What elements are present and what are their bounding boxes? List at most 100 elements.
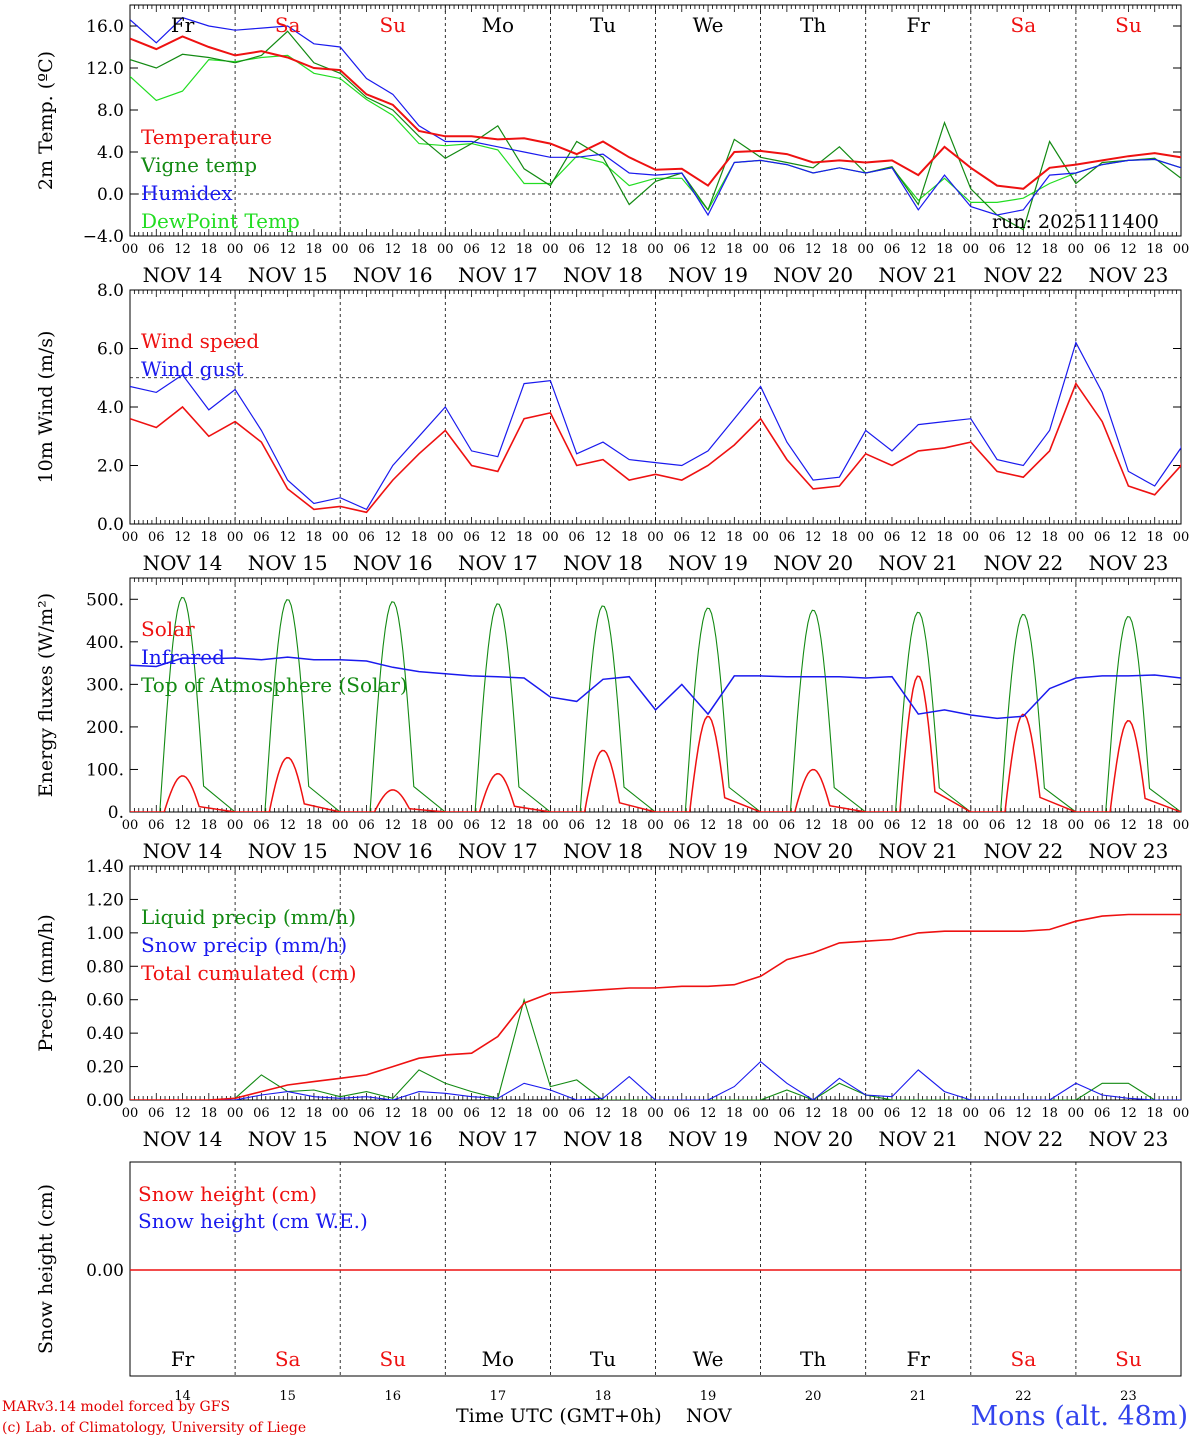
- hour-tick-label: 00: [542, 530, 559, 545]
- hour-tick-label: 00: [752, 242, 769, 257]
- date-label: NOV 16: [353, 1127, 433, 1151]
- hour-tick-label: 06: [148, 1106, 165, 1121]
- hour-tick-label: 06: [253, 1106, 270, 1121]
- day-name: Mo: [482, 13, 515, 37]
- date-label: NOV 22: [983, 551, 1063, 575]
- hour-tick-label: 00: [857, 1106, 874, 1121]
- hour-tick-label: 06: [884, 818, 901, 833]
- hour-tick-label: 18: [411, 818, 428, 833]
- hour-tick-label: 00: [1068, 530, 1085, 545]
- hour-tick-label: 12: [279, 1106, 296, 1121]
- precip-panel: 00 06 12 18 NOV 14 00 06 12 18 NOV 15 00 06 12 18 NOV …: [35, 857, 1190, 1151]
- date-label: NOV 19: [668, 839, 748, 863]
- hour-tick-label: 18: [621, 1106, 638, 1121]
- y-tick-label: 0.0: [97, 515, 124, 535]
- hour-tick-label: 06: [358, 242, 375, 257]
- day-name: Th: [800, 13, 826, 37]
- date-label: NOV 17: [458, 263, 538, 287]
- day-number: 15: [279, 1389, 296, 1404]
- series-line-temperature: [130, 35, 1181, 190]
- hour-tick-label: 06: [568, 818, 585, 833]
- hour-tick-label: 06: [568, 1106, 585, 1121]
- legend-entry: Infrared: [141, 645, 225, 669]
- y-tick-label: 4.0: [97, 143, 124, 163]
- hour-tick-label: 06: [989, 1106, 1006, 1121]
- hour-tick-label: 12: [910, 1106, 927, 1121]
- hour-tick-label: 00: [437, 818, 454, 833]
- day-name: Fr: [907, 13, 931, 37]
- hour-tick-label: 00: [122, 242, 139, 257]
- hour-tick-label: 06: [884, 242, 901, 257]
- legend-entry: Snow height (cm W.E.): [138, 1209, 368, 1233]
- legend-entry: Wind speed: [141, 329, 259, 353]
- hour-tick-label: 12: [1120, 530, 1137, 545]
- day-name: Fr: [171, 1347, 195, 1371]
- date-label: NOV 15: [248, 1127, 328, 1151]
- hour-tick-label: 18: [621, 530, 638, 545]
- hour-tick-label: 00: [963, 530, 980, 545]
- series-line-infrared: [130, 656, 1181, 720]
- legend-entry: Total cumulated (cm): [141, 961, 357, 985]
- hour-tick-label: 18: [1146, 818, 1163, 833]
- energy-flux-panel: 00 06 12 18 NOV 14 00 06 12 18 NOV 15 00 06 12 18 NOV …: [35, 577, 1189, 863]
- series-line-vigne-temp: [130, 30, 1181, 231]
- hour-tick-label: 06: [779, 530, 796, 545]
- date-label: NOV 23: [1089, 1127, 1169, 1151]
- hour-tick-label: 18: [1041, 530, 1058, 545]
- hour-tick-label: 18: [411, 530, 428, 545]
- wind-panel: 00 06 12 18 NOV 14 00 06 12 18 NOV 15 00 06 12 18 NOV …: [35, 281, 1189, 575]
- hour-tick-label: 12: [700, 530, 717, 545]
- y-tick-label: 0.00: [86, 1091, 124, 1111]
- date-label: NOV 16: [353, 551, 433, 575]
- y-axis-title: Energy fluxes (W/m²): [35, 593, 57, 797]
- hour-tick-label: 06: [358, 818, 375, 833]
- hour-tick-label: 12: [700, 818, 717, 833]
- hour-tick-label: 12: [279, 242, 296, 257]
- hour-tick-label: 12: [805, 818, 822, 833]
- hour-tick-label: 18: [306, 818, 323, 833]
- hour-tick-label: 06: [1094, 1106, 1111, 1121]
- day-name: We: [693, 1347, 724, 1371]
- day-number: 21: [910, 1389, 927, 1404]
- date-label: NOV 20: [773, 263, 853, 287]
- hour-tick-label: 00: [227, 1106, 244, 1121]
- hour-tick-label: 00: [122, 818, 139, 833]
- hour-tick-label: 06: [253, 530, 270, 545]
- date-label: NOV 14: [143, 263, 223, 287]
- hour-tick-label: 18: [726, 530, 743, 545]
- hour-tick-label: 12: [910, 530, 927, 545]
- hour-tick-label: 06: [989, 818, 1006, 833]
- hour-tick-label: 00: [647, 818, 664, 833]
- hour-tick-label: 06: [989, 242, 1006, 257]
- series-line-snow-precip: [130, 1060, 1181, 1100]
- date-label: NOV 22: [983, 1127, 1063, 1151]
- hour-tick-label: 00: [752, 818, 769, 833]
- hour-tick-label: 06: [674, 1106, 691, 1121]
- hour-tick-label: 06: [884, 530, 901, 545]
- y-tick-label: 16.0: [86, 17, 124, 37]
- hour-tick-label: 06: [568, 530, 585, 545]
- hour-tick-label: 18: [726, 242, 743, 257]
- series-line-wind-speed: [130, 381, 1181, 514]
- hour-tick-label: 12: [384, 530, 401, 545]
- hour-tick-label: 18: [306, 530, 323, 545]
- hour-tick-label: 12: [805, 1106, 822, 1121]
- hour-tick-label: 00: [1173, 1106, 1190, 1121]
- hour-tick-label: 12: [1015, 1106, 1032, 1121]
- hour-tick-label: 06: [779, 818, 796, 833]
- hour-tick-label: 12: [174, 1106, 191, 1121]
- hour-tick-label: 18: [516, 818, 533, 833]
- date-label: NOV 16: [353, 839, 433, 863]
- hour-tick-label: 18: [621, 818, 638, 833]
- hour-tick-label: 00: [963, 1106, 980, 1121]
- y-tick-label: 500.: [86, 590, 124, 610]
- series-line-liquid-precip: [130, 997, 1181, 1100]
- hour-tick-label: 12: [1120, 242, 1137, 257]
- y-tick-label: 0.20: [86, 1058, 124, 1078]
- hour-tick-label: 12: [910, 818, 927, 833]
- hour-tick-label: 06: [148, 242, 165, 257]
- legend-entry: Solar: [141, 617, 195, 641]
- hour-tick-label: 18: [411, 242, 428, 257]
- date-label: NOV 23: [1089, 839, 1169, 863]
- date-label: NOV 14: [143, 839, 223, 863]
